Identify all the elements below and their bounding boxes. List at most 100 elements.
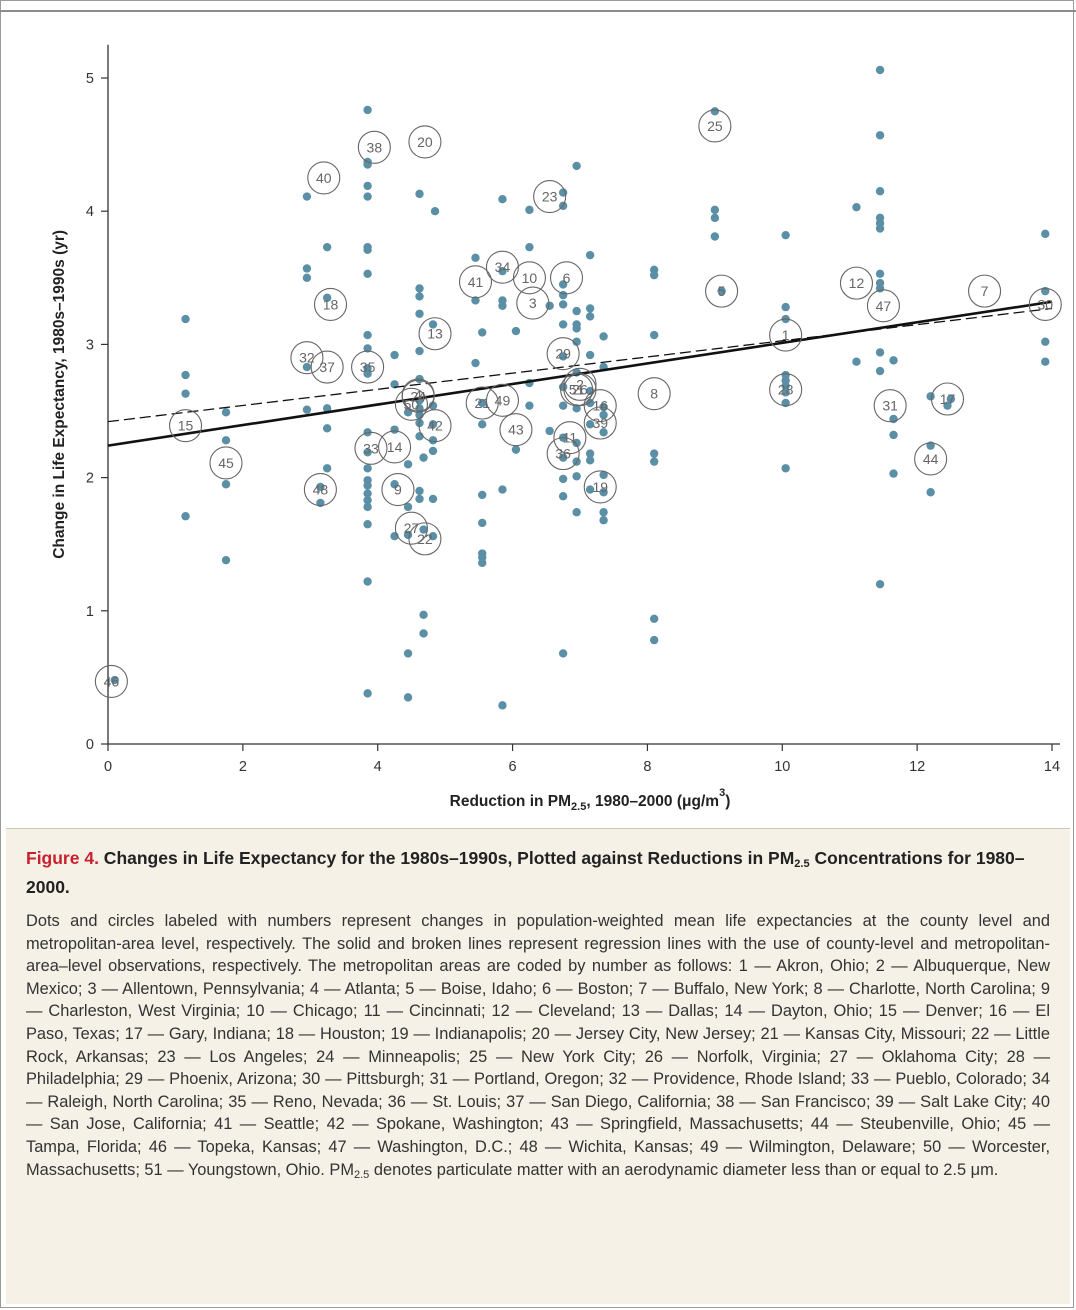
county-point xyxy=(875,224,885,233)
county-point xyxy=(478,328,487,337)
metro-circle xyxy=(549,261,584,295)
metro-label: 29 xyxy=(555,346,571,362)
x-tick-label: 14 xyxy=(1044,759,1060,775)
county-point xyxy=(525,205,534,215)
county-point xyxy=(110,675,119,685)
county-point xyxy=(710,232,720,241)
county-point xyxy=(781,230,790,240)
metro-label: 36 xyxy=(555,446,571,462)
county-point xyxy=(498,485,507,494)
metro-label: 37 xyxy=(319,359,335,375)
county-point xyxy=(322,404,332,413)
metro-circle xyxy=(546,337,580,371)
caption-body: Dots and circles labeled with numbers re… xyxy=(26,910,1050,1186)
metro-circle xyxy=(563,367,597,401)
metro-circle xyxy=(583,406,617,440)
county-point xyxy=(649,449,659,458)
metro-circle xyxy=(560,373,594,407)
metro-label: 45 xyxy=(218,455,234,471)
x-tick-label: 2 xyxy=(239,759,247,775)
x-tick-label: 10 xyxy=(774,759,790,775)
county-point xyxy=(875,269,885,279)
county-point xyxy=(415,346,424,356)
metro-circle xyxy=(313,287,348,321)
metro-label: 23 xyxy=(542,189,558,205)
county-point xyxy=(428,494,438,504)
county-point xyxy=(572,404,581,413)
metro-label: 13 xyxy=(427,326,443,342)
metro-label: 50 xyxy=(404,396,420,412)
metro-circle xyxy=(873,389,907,423)
county-point xyxy=(478,490,487,500)
figure-caption: Figure 4. Changes in Life Expectancy for… xyxy=(6,828,1070,1304)
caption-title-subscript: 2.5 xyxy=(794,858,810,870)
county-point xyxy=(302,192,312,201)
county-point xyxy=(599,410,608,420)
county-point xyxy=(585,449,595,458)
metro-label: 12 xyxy=(849,275,865,291)
county-point xyxy=(428,436,438,445)
county-point xyxy=(415,189,424,199)
x-tick-label: 12 xyxy=(909,759,925,775)
county-point xyxy=(471,358,480,368)
metro-circle xyxy=(357,130,391,164)
metro-circle xyxy=(637,377,671,411)
county-point xyxy=(363,577,372,586)
metro-label: 25 xyxy=(707,118,723,134)
county-point xyxy=(781,464,790,473)
county-point xyxy=(599,332,608,341)
county-point xyxy=(572,508,581,517)
county-point xyxy=(585,304,595,313)
metro-label: 31 xyxy=(882,398,898,414)
metro-circle xyxy=(533,179,567,214)
metro-circle xyxy=(168,409,203,443)
county-point xyxy=(403,460,413,469)
county-point xyxy=(1041,357,1050,366)
metro-label: 30 xyxy=(1037,296,1053,312)
county-point xyxy=(946,394,956,404)
metro-circle xyxy=(930,382,965,416)
county-point xyxy=(322,293,332,302)
county-point xyxy=(926,392,935,401)
county-point xyxy=(428,420,438,429)
county-point xyxy=(710,205,720,215)
metro-circle xyxy=(381,473,415,507)
metro-circle xyxy=(394,511,428,545)
metro-circle xyxy=(303,473,337,507)
metro-circle xyxy=(698,109,732,143)
county-point xyxy=(525,401,534,410)
metro-circle xyxy=(485,250,520,284)
metro-label: 38 xyxy=(367,139,383,155)
metro-label: 8 xyxy=(650,386,658,402)
county-point xyxy=(302,362,312,372)
metro-circle xyxy=(394,387,428,421)
metro-circle xyxy=(583,470,617,504)
county-point xyxy=(363,448,372,457)
metro-circle xyxy=(408,125,442,159)
county-point xyxy=(649,635,659,645)
county-point xyxy=(875,131,885,140)
county-point xyxy=(363,181,372,191)
metro-circle xyxy=(968,274,1002,308)
metro-label: 42 xyxy=(427,418,443,434)
metro-circle xyxy=(290,341,324,375)
metro-circle xyxy=(418,317,452,351)
county-point xyxy=(511,326,521,336)
metro-circle xyxy=(546,437,580,471)
metro-label: 51 xyxy=(569,382,585,398)
metro-label: 2 xyxy=(576,376,584,392)
caption-title-text-2: Concentrations for 1980–2000. xyxy=(26,848,1025,897)
county-point xyxy=(363,489,372,498)
x-axis-label: Reduction in PM2.5, 1980–2000 (μg/m3) xyxy=(450,787,731,813)
county-point xyxy=(415,486,424,496)
county-point xyxy=(478,518,487,528)
county-point xyxy=(585,250,595,260)
metro-circle xyxy=(94,664,128,698)
county-point xyxy=(471,296,480,305)
county-point xyxy=(415,309,424,318)
county-point xyxy=(403,649,413,658)
county-point xyxy=(322,242,332,252)
county-point xyxy=(415,494,424,504)
county-point xyxy=(585,350,595,360)
